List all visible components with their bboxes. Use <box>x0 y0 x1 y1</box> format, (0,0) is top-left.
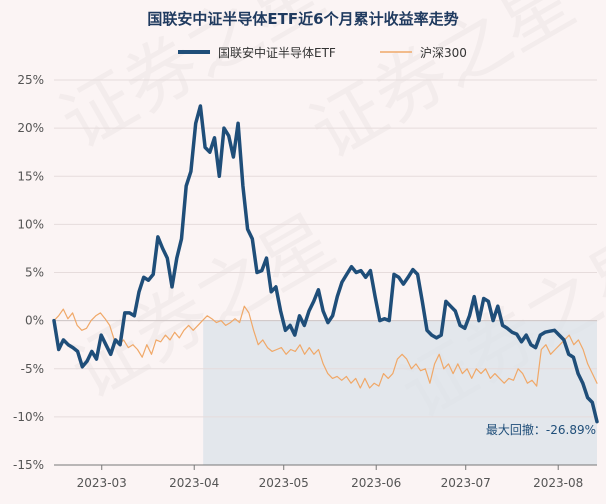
y-tick-label: 5% <box>25 266 44 280</box>
y-tick-label: 20% <box>17 121 44 135</box>
x-tick-label: 2023-04 <box>169 476 219 490</box>
y-tick-label: -10% <box>13 410 44 424</box>
y-tick-label: 25% <box>17 73 44 87</box>
y-tick-label: 15% <box>17 169 44 183</box>
x-axis: 2023-03 2023-04 2023-05 2023-06 2023-07 2023-… <box>54 465 597 490</box>
y-tick-label: -5% <box>21 362 44 376</box>
max-drawdown-label: 最大回撤：-26.89% <box>486 422 596 437</box>
x-tick-label: 2023-08 <box>533 476 583 490</box>
x-tick-label: 2023-05 <box>259 476 309 490</box>
y-tick-label: 0% <box>25 314 44 328</box>
chart-title: 国联安中证半导体ETF近6个月累计收益率走势 <box>147 10 458 28</box>
legend-label-index: 沪深300 <box>420 46 467 60</box>
x-tick-label: 2023-07 <box>441 476 491 490</box>
legend-label-etf: 国联安中证半导体ETF <box>218 45 336 60</box>
y-tick-label: 10% <box>17 217 44 231</box>
y-tick-label: -15% <box>13 458 44 472</box>
x-tick-label: 2023-03 <box>77 476 127 490</box>
legend: 国联安中证半导体ETF 沪深300 <box>178 45 467 60</box>
x-tick-label: 2023-06 <box>351 476 401 490</box>
y-axis: 25% 20% 15% 10% 5% 0% -5% -10% -15% <box>13 73 44 472</box>
